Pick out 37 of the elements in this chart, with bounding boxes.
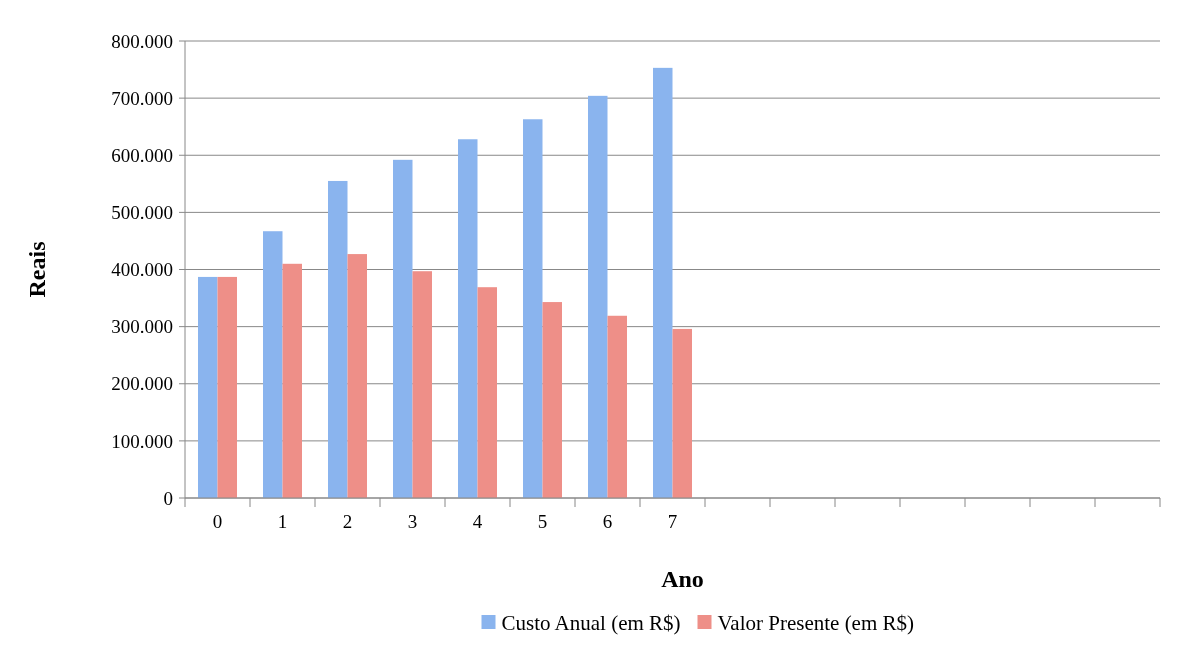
- bar: [263, 231, 283, 498]
- bar: [328, 180, 348, 498]
- bar: [477, 287, 497, 498]
- y-tick-label: 0: [163, 487, 173, 509]
- y-tick-label: 100.000: [111, 430, 173, 452]
- bar: [588, 95, 608, 498]
- legend-label: Valor Presente (em R$): [717, 611, 915, 636]
- y-tick-label: 200.000: [111, 373, 173, 395]
- y-tick-label: 400.000: [111, 259, 173, 281]
- bar: [347, 254, 367, 498]
- y-tick-label: 500.000: [111, 202, 173, 224]
- y-tick-label: 700.000: [111, 87, 173, 109]
- bar: [458, 139, 478, 498]
- x-tick-label: 6: [602, 511, 613, 532]
- y-tick-label: 600.000: [111, 144, 173, 166]
- x-tick-label: 3: [407, 511, 418, 532]
- bar: [282, 263, 302, 498]
- x-tick-label: 0: [212, 511, 223, 532]
- x-tick-label: 1: [277, 511, 288, 532]
- x-tick-label: 5: [537, 511, 548, 532]
- bar: [653, 67, 673, 498]
- bar: [217, 276, 237, 498]
- bar: [523, 119, 543, 498]
- legend-label: Custo Anual (em R$): [501, 611, 681, 636]
- y-axis-title: Reais: [24, 241, 50, 298]
- bar: [198, 276, 218, 498]
- bar: [542, 302, 562, 498]
- x-tick-label: 2: [342, 511, 353, 532]
- y-tick-label: 300.000: [111, 316, 173, 338]
- bar: [607, 315, 627, 498]
- bar: [393, 159, 413, 498]
- x-tick-label: 4: [472, 511, 483, 532]
- x-tick-label: 7: [667, 511, 678, 532]
- bar: [412, 271, 432, 498]
- y-tick-label: 800.000: [111, 30, 173, 52]
- x-axis-title: Ano: [661, 566, 704, 592]
- bar: [672, 328, 692, 498]
